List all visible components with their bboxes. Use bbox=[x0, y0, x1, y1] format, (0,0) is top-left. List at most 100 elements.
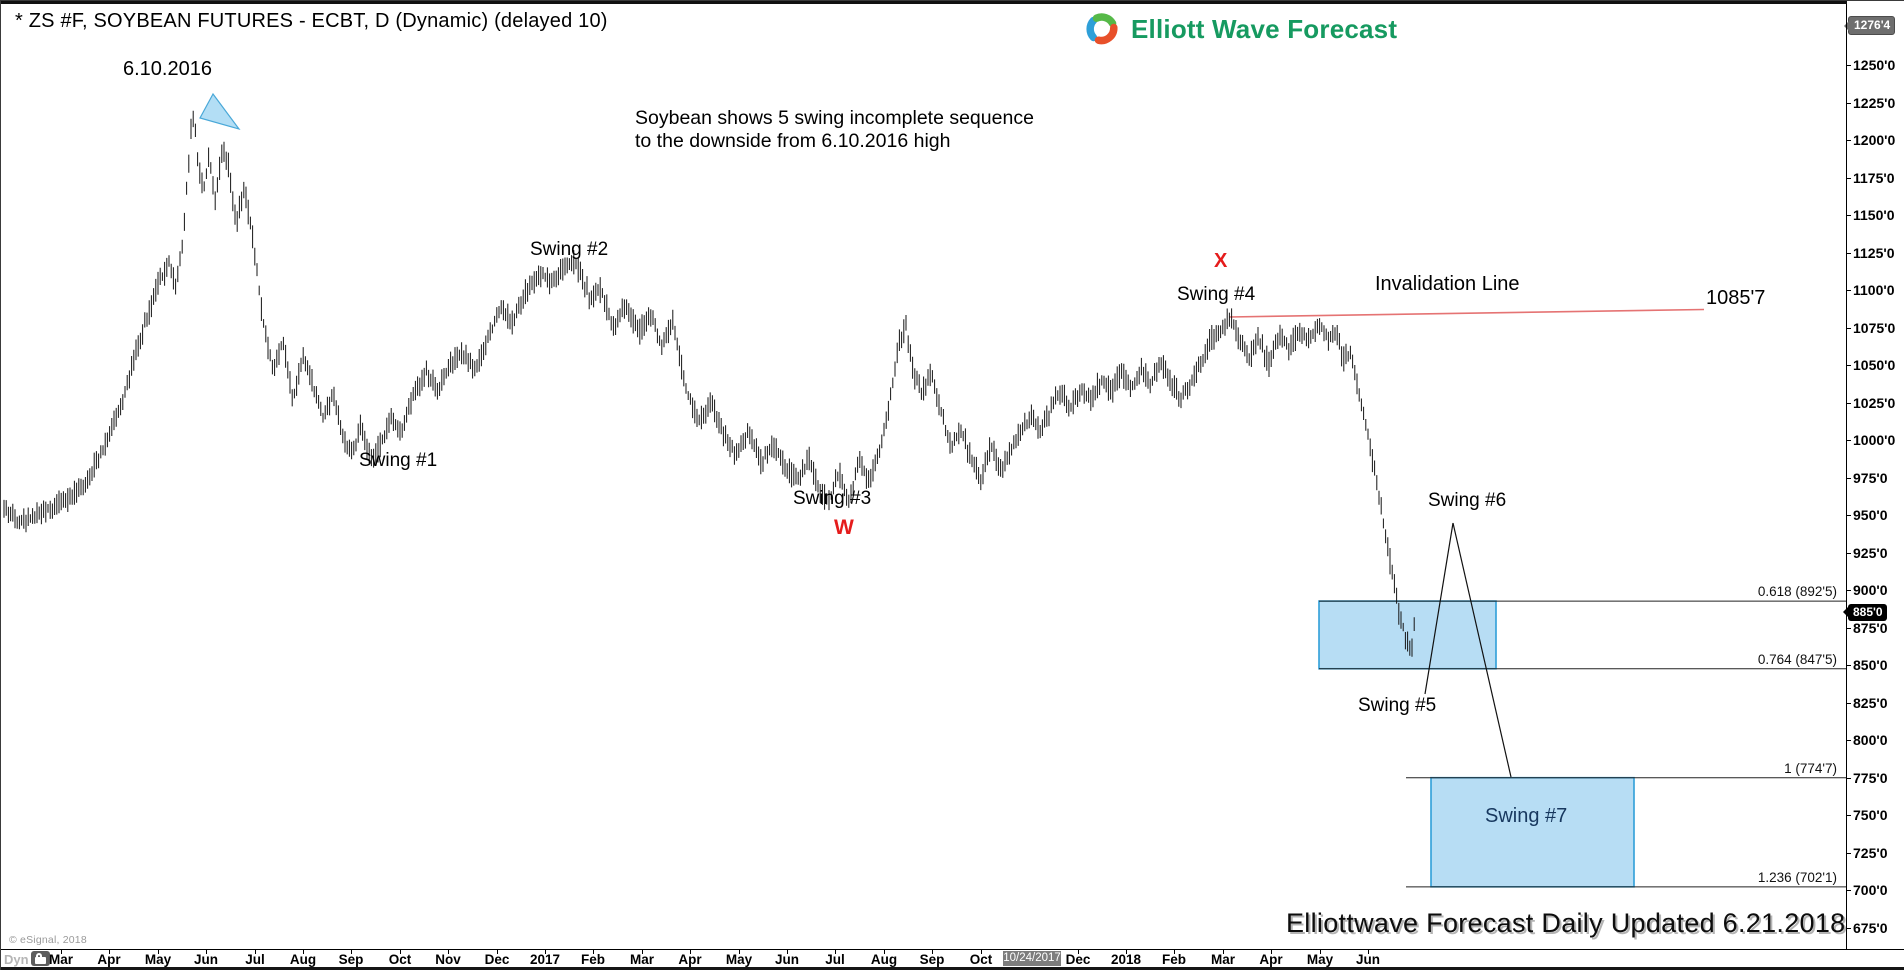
price-axis-tick bbox=[1846, 627, 1851, 629]
month-tick bbox=[690, 950, 691, 954]
price-axis-tick bbox=[1846, 815, 1851, 816]
price-axis-tick bbox=[1846, 852, 1851, 854]
month-label: Jul bbox=[245, 952, 265, 967]
month-label: Sep bbox=[919, 952, 945, 967]
month-label: Nov bbox=[435, 952, 461, 967]
price-axis-tick bbox=[1846, 65, 1851, 66]
month-label: Jul bbox=[825, 952, 845, 967]
price-axis-label: 775'0 bbox=[1853, 769, 1888, 786]
month-tick bbox=[1368, 950, 1369, 954]
price-axis-tick bbox=[1846, 927, 1851, 929]
price-axis-tick bbox=[1846, 702, 1851, 704]
swing6-label: Swing #6 bbox=[1428, 490, 1507, 511]
price-axis-tick bbox=[1846, 327, 1851, 329]
w-wave-label: W bbox=[834, 516, 854, 539]
month-tick bbox=[981, 950, 982, 954]
price-axis-label: 1050'0 bbox=[1853, 357, 1896, 373]
analysis-note-line1: Soybean shows 5 swing incomplete sequenc… bbox=[635, 107, 1034, 129]
month-label: May bbox=[725, 952, 753, 967]
price-axis-tick bbox=[1846, 590, 1851, 591]
month-tick bbox=[158, 950, 159, 954]
swing2-label: Swing #2 bbox=[530, 239, 609, 260]
price-axis-label: 900'0 bbox=[1853, 582, 1888, 598]
price-axis-label: 700'0 bbox=[1853, 882, 1888, 898]
fib-level-label: 1.236 (702'1) bbox=[1757, 869, 1837, 885]
invalidation-line bbox=[1228, 308, 1705, 318]
month-tick bbox=[497, 950, 498, 954]
month-label: May bbox=[1306, 952, 1334, 967]
month-tick bbox=[448, 950, 449, 954]
price-axis-tick bbox=[1846, 140, 1851, 141]
price-bars bbox=[3, 110, 1415, 657]
month-tick bbox=[642, 950, 643, 954]
peak-date-label: 6.10.2016 bbox=[123, 58, 212, 80]
fib-level-label: 0.764 (847'5) bbox=[1757, 651, 1837, 667]
month-label: 2017 bbox=[529, 952, 561, 967]
crosshair-date-badge: 10/24/2017 bbox=[1003, 951, 1061, 966]
brand-logo: Elliott Wave Forecast bbox=[1084, 10, 1397, 48]
x-wave-label: X bbox=[1214, 250, 1228, 272]
price-axis-tick bbox=[1846, 777, 1851, 779]
price-axis-tick bbox=[1846, 477, 1851, 479]
month-tick bbox=[1271, 950, 1272, 954]
swing5-label: Swing #5 bbox=[1358, 695, 1437, 716]
month-label: Jun bbox=[774, 952, 800, 967]
logo-swirl-icon bbox=[1086, 13, 1118, 45]
month-label: Jun bbox=[1355, 952, 1381, 967]
price-axis-tick bbox=[1846, 252, 1851, 254]
price-axis-label: 1250'0 bbox=[1853, 57, 1896, 73]
month-tick bbox=[255, 950, 256, 954]
price-axis-label: 825'0 bbox=[1853, 694, 1888, 711]
month-label: Jun bbox=[193, 952, 219, 967]
copyright-notice: © eSignal, 2018 bbox=[9, 934, 87, 946]
price-axis-line bbox=[1846, 4, 1847, 950]
price-axis-tick bbox=[1846, 177, 1851, 179]
peak-marker-triangle bbox=[199, 92, 241, 131]
price-axis-tick bbox=[1846, 402, 1851, 404]
month-label: Mar bbox=[1210, 952, 1236, 967]
month-tick bbox=[1174, 950, 1175, 954]
month-tick bbox=[1078, 950, 1079, 954]
price-axis-tick bbox=[1846, 290, 1851, 291]
footer-update-note: Elliottwave Forecast Daily Updated 6.21.… bbox=[1286, 908, 1846, 938]
month-tick bbox=[739, 950, 740, 954]
high-price-badge: 1276'4 bbox=[1843, 16, 1896, 36]
price-axis-label: 950'0 bbox=[1853, 507, 1888, 523]
month-label: Apr bbox=[678, 952, 702, 967]
price-axis-label: 1125'0 bbox=[1853, 244, 1895, 261]
price-axis-tick bbox=[1846, 665, 1851, 666]
lock-toggle[interactable] bbox=[31, 951, 50, 966]
swing4-label: Swing #4 bbox=[1177, 284, 1256, 305]
swing6-pointer-line bbox=[1424, 522, 1454, 695]
bottom-bar bbox=[1, 967, 1904, 970]
month-tick bbox=[351, 950, 352, 954]
dynamic-mode-label: Dyn bbox=[4, 952, 29, 967]
month-tick bbox=[835, 950, 836, 954]
price-chart-canvas bbox=[3, 92, 1846, 888]
analysis-note-line2: to the downside from 6.10.2016 high bbox=[635, 130, 951, 152]
invalidation-line-label: Invalidation Line bbox=[1375, 273, 1520, 295]
month-tick bbox=[787, 950, 788, 954]
lock-icon bbox=[36, 953, 42, 958]
month-label: Aug bbox=[870, 952, 898, 967]
window-top-strip bbox=[1, 1, 1903, 4]
month-label: Apr bbox=[97, 952, 121, 967]
month-tick bbox=[1320, 950, 1321, 954]
month-label: Feb bbox=[1161, 952, 1187, 967]
price-axis-label: 1025'0 bbox=[1853, 394, 1896, 411]
swing7-target-zone bbox=[1430, 776, 1635, 888]
price-axis-label: 1200'0 bbox=[1853, 132, 1896, 148]
swing1-label: Swing #1 bbox=[359, 450, 438, 471]
price-axis-label: 725'0 bbox=[1853, 844, 1888, 861]
last-price-badge: 885'0 bbox=[1843, 603, 1887, 621]
price-axis-label: 1150'0 bbox=[1853, 207, 1895, 223]
time-axis: Dyn 10/24/2017 Mar Apr May Jun Jul Aug Sep Oct N… bbox=[1, 950, 1904, 967]
price-axis-label: 925'0 bbox=[1853, 544, 1888, 561]
price-axis-label: 875'0 bbox=[1853, 619, 1888, 636]
price-axis-tick bbox=[1846, 215, 1851, 216]
fib-level-label: 1 (774'7) bbox=[1784, 760, 1837, 776]
invalidation-price-label: 1085'7 bbox=[1706, 287, 1766, 309]
month-label: Oct bbox=[388, 952, 412, 967]
month-label: Mar bbox=[48, 952, 74, 967]
